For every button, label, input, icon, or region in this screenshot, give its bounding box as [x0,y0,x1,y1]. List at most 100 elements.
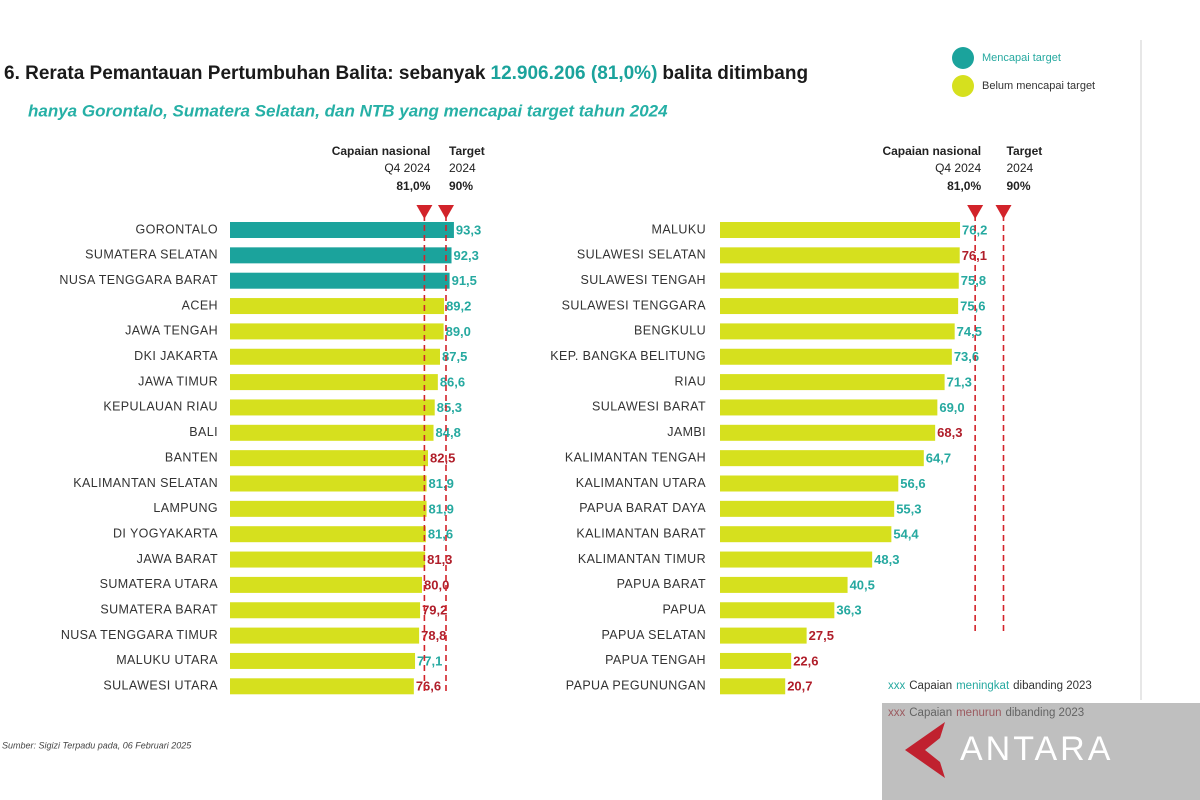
value-label: 73,6 [954,349,979,364]
source: Sumber: Sigizi Terpadu pada, 06 Februari… [2,740,192,750]
category-label: PAPUA [663,603,707,617]
value-label: 75,6 [960,298,985,313]
category-label: BANTEN [165,450,218,464]
category-label: SULAWESI TENGGARA [562,298,707,312]
reference-label: Target [1007,144,1043,158]
reference-marker [967,205,984,219]
reference-value: 90% [1007,179,1031,193]
category-label: SUMATERA BARAT [100,603,218,617]
value-label: 81,6 [428,527,453,542]
category-label: KALIMANTAN BARAT [576,526,706,540]
bar [720,247,960,264]
bar [230,374,438,391]
reference-marker [995,205,1012,219]
bar [720,374,945,391]
category-label: PAPUA BARAT DAYA [579,501,706,515]
bar [720,272,959,289]
bar [230,272,450,289]
note-part: Capaian [909,680,952,692]
value-label: 27,5 [809,628,834,643]
bar [720,678,786,695]
note-part: xxx [888,680,906,692]
value-label: 22,6 [793,653,818,668]
value-label: 48,3 [874,552,899,567]
bar [230,576,422,593]
category-label: ACEH [182,298,218,312]
title-part: 12.906.206 (81,0%) [491,63,658,84]
bar [720,298,959,315]
bar [720,500,895,517]
legend-swatch [952,47,974,69]
category-label: PAPUA BARAT [617,577,706,591]
bar [230,323,444,340]
value-label: 84,8 [436,425,461,440]
category-label: PAPUA PEGUNUNGAN [566,679,706,693]
value-label: 54,4 [893,527,919,542]
value-label: 55,3 [896,501,921,516]
category-label: DKI JAKARTA [134,349,218,363]
bar [720,475,899,492]
watermark-text: ANTARA [960,730,1113,768]
bar [230,602,421,619]
chart-subtitle: hanya Gorontalo, Sumatera Selatan, dan N… [28,101,668,120]
bar [230,627,420,644]
watermark-logo [905,722,945,778]
bar [720,602,835,619]
value-label: 77,1 [417,653,442,668]
value-label: 87,5 [442,349,467,364]
value-label: 71,3 [947,375,972,390]
reference-label: Capaian nasional [882,144,981,158]
value-label: 91,5 [452,273,477,288]
category-label: KALIMANTAN UTARA [576,476,707,490]
bar [230,526,426,543]
category-label: DI YOGYAKARTA [113,526,218,540]
category-label: SULAWESI TENGAH [581,273,706,287]
bar [720,424,936,441]
bar [230,399,435,416]
note-part: dibanding 2023 [1013,680,1092,692]
category-label: LAMPUNG [153,501,218,515]
bar [230,222,454,238]
category-label: BALI [189,425,218,439]
value-label: 86,6 [440,375,465,390]
category-label: KEP. BANGKA BELITUNG [550,349,706,363]
title-part: balita ditimbang [662,63,808,84]
value-label: 93,3 [456,222,481,237]
note-part: meningkat [956,680,1010,692]
category-label: KEPULAUAN RIAU [103,400,218,414]
value-label: 89,0 [446,324,471,339]
reference-label: 2024 [449,161,476,175]
value-label: 85,3 [437,400,462,415]
bar [230,247,452,264]
category-label: MALUKU [652,222,707,236]
reference-label: Q4 2024 [384,161,430,175]
reference-value: 81,0% [947,179,981,193]
value-label: 82,5 [430,451,455,466]
bar [720,399,938,416]
category-label: SULAWESI BARAT [592,400,706,414]
value-label: 81,9 [429,501,454,516]
bar [720,348,952,365]
category-label: GORONTALO [135,222,218,236]
bar [230,348,440,365]
category-label: SUMATERA UTARA [100,577,219,591]
value-label: 36,3 [836,603,861,618]
category-label: SULAWESI UTARA [103,679,218,693]
bar [230,475,427,492]
category-label: JAWA BARAT [137,552,218,566]
legend-label: Belum mencapai target [982,80,1095,92]
bar [230,678,414,695]
bar [720,526,892,543]
reference-label: 2024 [1007,161,1034,175]
bar [230,298,445,315]
reference-marker [416,205,433,219]
category-label: MALUKU UTARA [116,653,218,667]
value-label: 64,7 [926,451,951,466]
value-label: 89,2 [446,298,471,313]
bar [720,222,961,238]
category-label: SUMATERA SELATAN [85,248,218,262]
category-label: KALIMANTAN TENGAH [565,450,706,464]
